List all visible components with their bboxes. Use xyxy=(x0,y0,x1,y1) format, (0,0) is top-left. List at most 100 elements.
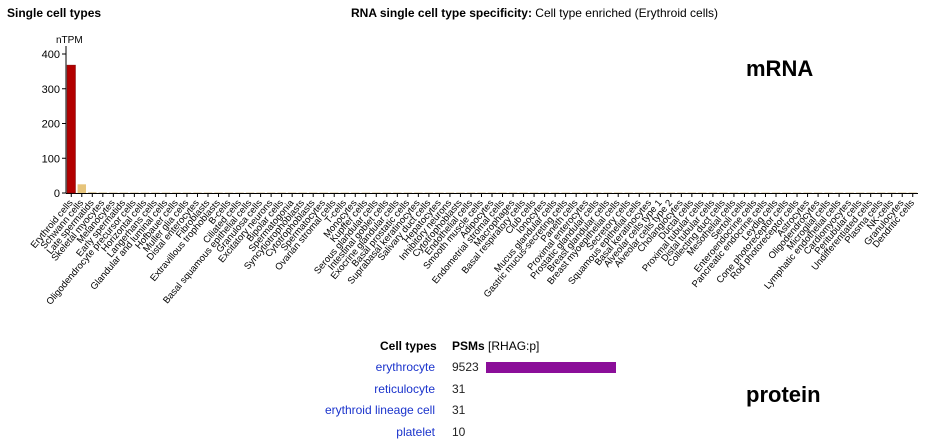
bar xyxy=(813,192,823,193)
chart-title-bold: RNA single cell type specificity: xyxy=(351,6,532,20)
bar xyxy=(687,192,697,193)
bar xyxy=(834,192,844,193)
bar xyxy=(287,192,297,193)
bar xyxy=(866,192,875,193)
psm-value: 9523 xyxy=(452,360,479,374)
bar xyxy=(750,192,760,193)
bar xyxy=(77,184,86,193)
bar xyxy=(424,192,434,193)
col-header-cell-types: Cell types xyxy=(380,339,437,353)
section-title: Single cell types xyxy=(7,6,102,20)
y-tick-label: 200 xyxy=(42,119,60,131)
bar xyxy=(761,192,770,193)
bar xyxy=(172,192,181,193)
bar xyxy=(266,192,276,193)
y-tick-label: 400 xyxy=(42,49,60,61)
cell-type-link[interactable]: erythroid lineage cell xyxy=(324,403,435,417)
bar xyxy=(782,192,791,193)
bar xyxy=(466,192,476,193)
bar xyxy=(88,191,97,193)
bar xyxy=(140,192,150,193)
bar xyxy=(740,192,749,193)
bar xyxy=(477,192,486,193)
bar xyxy=(456,192,465,193)
bar xyxy=(203,192,213,193)
bar xyxy=(487,192,497,193)
bar xyxy=(656,192,665,193)
y-tick-label: 0 xyxy=(54,188,60,200)
bar xyxy=(214,192,223,193)
bar xyxy=(771,192,781,193)
bar xyxy=(729,192,739,193)
bar xyxy=(130,192,139,193)
bar xyxy=(603,192,612,193)
bar xyxy=(561,192,570,193)
psm-value: 31 xyxy=(452,403,466,417)
bar xyxy=(361,192,370,193)
chart-title-rest: Cell type enriched (Erythroid cells) xyxy=(531,6,719,20)
bar xyxy=(393,192,402,193)
bar xyxy=(645,192,654,193)
psm-bar xyxy=(486,362,616,373)
bar xyxy=(540,192,549,193)
col-header-psms: PSMs [RHAG:p] xyxy=(452,339,539,353)
bar xyxy=(550,192,560,193)
bar xyxy=(298,192,307,193)
bar xyxy=(824,192,833,193)
bar xyxy=(245,192,255,193)
mrna-label: mRNA xyxy=(746,56,814,81)
bar xyxy=(708,192,718,193)
bar xyxy=(182,192,192,193)
col-header-psms-sub: [RHAG:p] xyxy=(488,339,540,353)
bar xyxy=(119,192,129,193)
bar xyxy=(66,64,76,194)
bar xyxy=(898,192,907,193)
bar xyxy=(98,192,108,193)
bar xyxy=(235,192,244,193)
bar xyxy=(372,192,381,193)
bar xyxy=(887,192,896,193)
psm-value: 31 xyxy=(452,381,466,396)
col-header-psms-label: PSMs xyxy=(452,339,485,353)
bar xyxy=(435,192,444,193)
bar xyxy=(330,192,339,193)
bar xyxy=(792,192,802,193)
bar xyxy=(277,192,286,193)
bar xyxy=(571,192,581,193)
bar xyxy=(677,192,686,193)
bar xyxy=(698,192,707,193)
bar xyxy=(151,192,160,193)
bar xyxy=(445,192,455,193)
bar xyxy=(161,192,171,193)
cell-type-link[interactable]: erythrocyte xyxy=(375,360,435,374)
bar xyxy=(193,192,202,193)
bar xyxy=(519,192,528,193)
chart-title: RNA single cell type specificity: Cell t… xyxy=(351,6,718,20)
bar xyxy=(624,192,633,193)
bar xyxy=(498,192,507,193)
bar xyxy=(403,192,413,193)
cell-type-link[interactable]: reticulocyte xyxy=(374,381,435,396)
bar xyxy=(308,192,318,193)
bar xyxy=(803,192,812,193)
bar xyxy=(719,192,728,193)
bar xyxy=(414,192,423,193)
bar xyxy=(529,192,539,193)
y-tick-label: 300 xyxy=(42,84,60,96)
y-tick-label: 100 xyxy=(42,153,60,165)
cell-type-link[interactable]: platelet xyxy=(396,424,435,439)
bar xyxy=(508,192,518,193)
bar xyxy=(845,192,854,193)
psm-value: 10 xyxy=(452,424,466,439)
bar xyxy=(582,192,591,193)
bar xyxy=(256,192,265,193)
bar xyxy=(319,192,328,193)
protein-label: protein xyxy=(746,382,821,407)
bar xyxy=(592,192,602,193)
y-axis-label: nTPM xyxy=(56,35,83,46)
bar xyxy=(908,192,917,193)
bar xyxy=(635,192,644,193)
bar xyxy=(666,192,676,193)
bar xyxy=(876,192,886,193)
